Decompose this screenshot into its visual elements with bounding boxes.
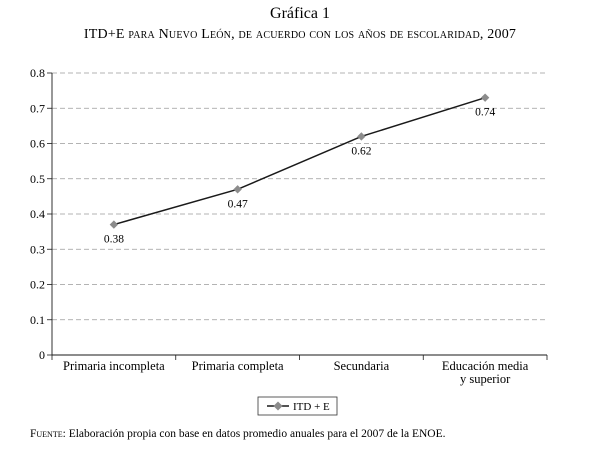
legend: ITD + E (257, 396, 338, 416)
source-note: Fuente: Elaboración propia con base en d… (30, 428, 446, 440)
data-point-0 (109, 220, 119, 229)
chart-subtitle: ITD+E para Nuevo León, de acuerdo con lo… (84, 27, 516, 42)
y-tick-label-4: 0.4 (30, 207, 45, 221)
data-label-0: 0.38 (104, 234, 124, 246)
y-tick-label-5: 0.5 (30, 172, 45, 186)
y-tick-label-0: 0 (39, 348, 45, 362)
data-point-2 (357, 132, 366, 141)
data-label-1: 0.47 (228, 198, 248, 210)
data-point-3 (480, 93, 490, 102)
data-label-2: 0.62 (351, 145, 371, 157)
data-point-1 (233, 185, 242, 194)
data-series: 0.38 0.47 0.62 0.74 (104, 93, 495, 246)
series-line-0 (113, 96, 486, 226)
y-axis-ticks: 0 0.1 0.2 0.3 0.4 0.5 0.6 0.7 0.8 (30, 66, 52, 362)
x-category-label-3-line-1: y superior (460, 372, 511, 386)
x-axis-categories: Primaria incompleta Primaria completa Secu… (63, 359, 529, 386)
chart-title: Gráfica 1 (270, 5, 330, 22)
legend-box (257, 396, 338, 416)
source-prefix: Fuente: (30, 428, 66, 440)
x-category-label-2: Secundaria (334, 359, 390, 373)
data-label-3: 0.74 (475, 107, 495, 119)
y-tick-label-6: 0.6 (30, 137, 45, 151)
legend-label: ITD + E (293, 401, 330, 413)
axes (51, 73, 548, 360)
y-tick-label-7: 0.7 (30, 101, 45, 115)
x-category-label-1: Primaria completa (192, 359, 284, 373)
source-suffix: ENOE. (412, 428, 446, 440)
x-category-label-3-line-0: Educación media (442, 359, 529, 373)
legend-marker-icon (273, 401, 283, 411)
y-tick-label-2: 0.2 (30, 278, 45, 292)
y-tick-label-8: 0.8 (30, 66, 45, 80)
y-tick-label-1: 0.1 (30, 313, 45, 327)
gridlines (52, 72, 547, 321)
y-tick-label-3: 0.3 (30, 242, 45, 256)
x-category-label-0: Primaria incompleta (63, 359, 165, 373)
source-text: Elaboración propia con base en datos pro… (66, 428, 412, 440)
